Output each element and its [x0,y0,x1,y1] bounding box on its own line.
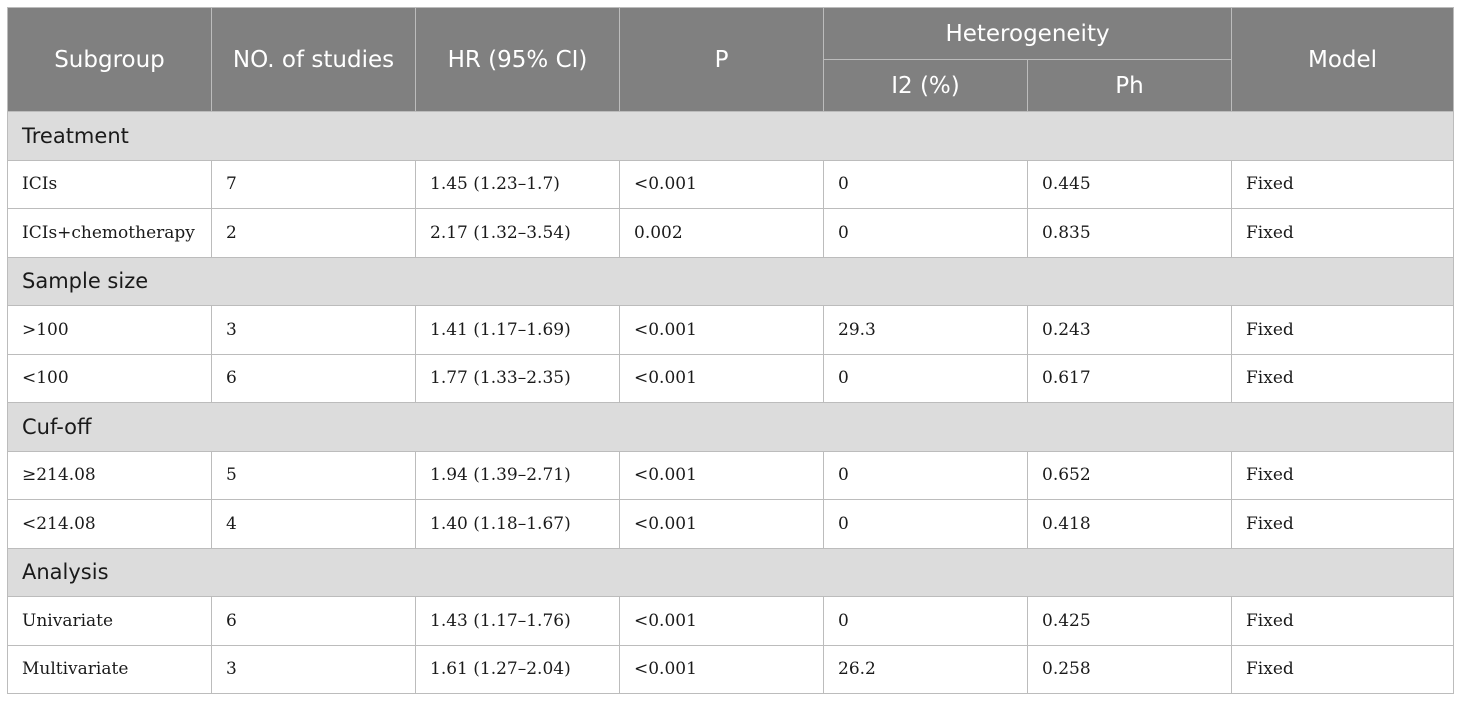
model-cell: Fixed [1231,208,1455,258]
section-row: Analysis [6,547,1455,597]
i2-cell: 0 [823,353,1028,403]
table-row: ICIs+chemotherapy 2 2.17 (1.32–3.54) 0.002 0… [7,208,1455,258]
table-body: Treatment ICIs 7 1.45 (1.23–1.7) <0.001 0 0.44… [6,111,1455,694]
ph-cell: 0.652 [1026,450,1233,500]
ph-cell: 0.425 [1026,596,1233,646]
model-cell: Fixed [1231,596,1455,646]
ph-cell: 0.445 [1026,159,1233,209]
p-cell: <0.001 [619,305,824,355]
table-row: <214.08 4 1.40 (1.18–1.67) <0.001 0 0.418 Fixe… [7,499,1455,549]
ph-cell: 0.835 [1026,208,1233,258]
hr-cell: 2.17 (1.32–3.54) [415,208,620,258]
subgroup-cell: Multivariate [7,644,212,694]
studies-cell: 3 [211,644,416,694]
p-cell: <0.001 [619,450,824,500]
studies-cell: 2 [211,208,416,258]
subgroup-cell: <100 [7,353,212,403]
hr-cell: 1.77 (1.33–2.35) [415,353,620,403]
header-heterogeneity: Heterogeneity [822,7,1233,60]
header-hr: HR (95% CI) [415,7,620,112]
header-num-studies: NO. of studies [211,7,416,112]
subgroup-analysis-table: Subgroup NO. of studies HR (95% CI) P He… [6,7,1455,694]
ph-cell: 0.258 [1026,644,1233,694]
hr-cell: 1.94 (1.39–2.71) [415,450,620,500]
header-i2: I2 (%) [823,59,1028,112]
hr-cell: 1.40 (1.18–1.67) [415,499,620,549]
i2-cell: 0 [823,499,1028,549]
i2-cell: 26.2 [823,644,1028,694]
studies-cell: 4 [211,499,416,549]
table-row: Multivariate 3 1.61 (1.27–2.04) <0.001 26.2 0… [7,644,1455,694]
subgroup-cell: ICIs [7,159,212,209]
hr-cell: 1.45 (1.23–1.7) [415,159,620,209]
subgroup-cell: <214.08 [7,499,212,549]
hr-cell: 1.41 (1.17–1.69) [415,305,620,355]
hr-cell: 1.43 (1.17–1.76) [415,596,620,646]
hr-cell: 1.61 (1.27–2.04) [415,644,620,694]
model-cell: Fixed [1231,353,1455,403]
ph-cell: 0.617 [1026,353,1233,403]
i2-cell: 29.3 [823,305,1028,355]
p-cell: <0.001 [619,644,824,694]
section-row: Sample size [6,256,1455,306]
subgroup-cell: ICIs+chemotherapy [7,208,212,258]
model-cell: Fixed [1231,644,1455,694]
model-cell: Fixed [1231,450,1455,500]
ph-cell: 0.243 [1026,305,1233,355]
subgroup-cell: Univariate [7,596,212,646]
p-cell: 0.002 [619,208,824,258]
p-cell: <0.001 [619,353,824,403]
table-row: <100 6 1.77 (1.33–2.35) <0.001 0 0.617 Fixed [7,353,1455,403]
i2-cell: 0 [823,596,1028,646]
studies-cell: 5 [211,450,416,500]
header-p: P [619,7,824,112]
table-row: Univariate 6 1.43 (1.17–1.76) <0.001 0 0.425 F… [7,596,1455,646]
header-ph: Ph [1026,59,1233,112]
i2-cell: 0 [823,159,1028,209]
i2-cell: 0 [823,208,1028,258]
table-header: Subgroup NO. of studies HR (95% CI) P He… [7,7,1455,112]
studies-cell: 6 [211,353,416,403]
studies-cell: 3 [211,305,416,355]
table-row: ≥214.08 5 1.94 (1.39–2.71) <0.001 0 0.652 Fixe… [7,450,1455,500]
p-cell: <0.001 [619,499,824,549]
studies-cell: 6 [211,596,416,646]
model-cell: Fixed [1231,499,1455,549]
table-row: >100 3 1.41 (1.17–1.69) <0.001 29.3 0.243 Fixe… [7,305,1455,355]
section-title: Sample size [6,256,1455,306]
model-cell: Fixed [1231,159,1455,209]
p-cell: <0.001 [619,596,824,646]
subgroup-cell: >100 [7,305,212,355]
model-cell: Fixed [1231,305,1455,355]
subgroup-cell: ≥214.08 [7,450,212,500]
section-row: Treatment [6,111,1455,161]
header-model: Model [1231,7,1455,112]
section-title: Treatment [6,111,1455,161]
p-cell: <0.001 [619,159,824,209]
section-row: Cuf-off [6,402,1455,452]
header-subgroup: Subgroup [7,7,212,112]
studies-cell: 7 [211,159,416,209]
section-title: Cuf-off [6,402,1455,452]
section-title: Analysis [6,547,1455,597]
ph-cell: 0.418 [1026,499,1233,549]
i2-cell: 0 [823,450,1028,500]
table-row: ICIs 7 1.45 (1.23–1.7) <0.001 0 0.445 Fixed [7,159,1455,209]
